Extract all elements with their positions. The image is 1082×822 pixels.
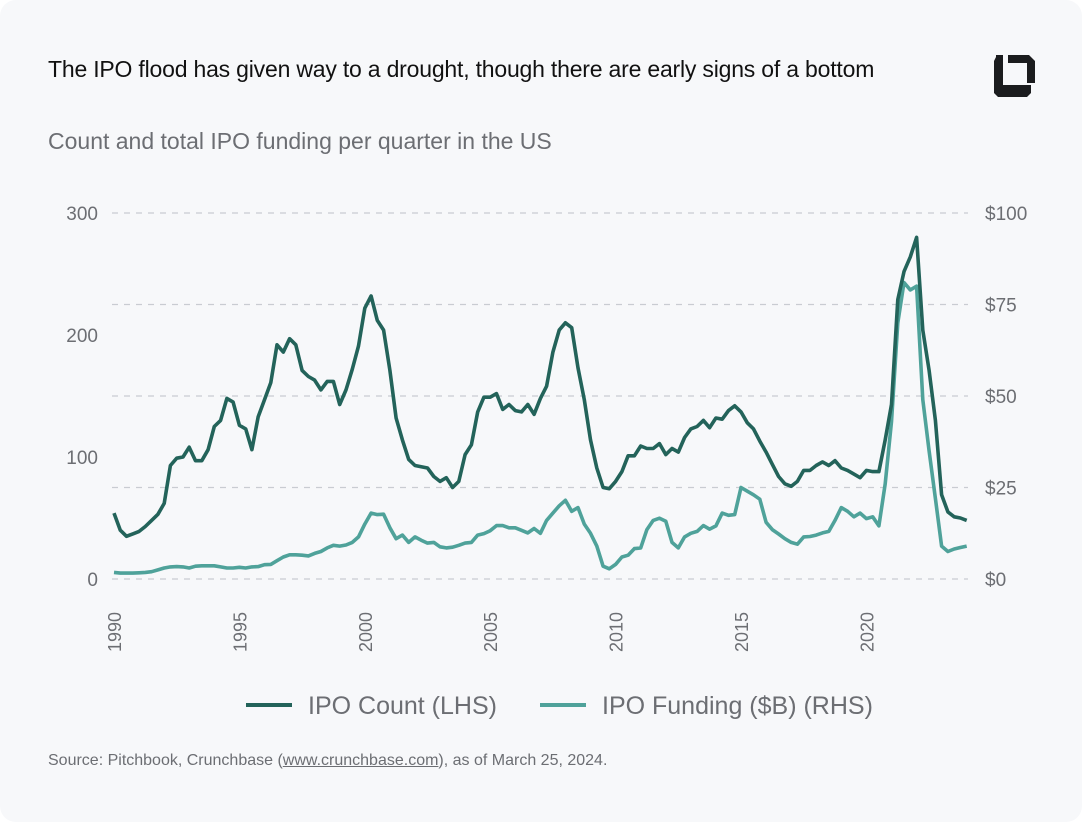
left-tick-label: 0: [87, 570, 98, 591]
right-tick-label: $75: [985, 296, 1017, 317]
left-tick-label: 300: [66, 204, 98, 225]
x-tick-label: 2020: [857, 612, 877, 652]
left-tick-label: 100: [66, 448, 98, 469]
legend-label-ipo-count: IPO Count (LHS): [308, 692, 497, 720]
x-tick-label: 2000: [356, 612, 376, 652]
left-tick-label: 200: [66, 326, 98, 347]
series-line-ipo-count: [112, 235, 968, 539]
x-tick-label: 2015: [732, 612, 752, 652]
right-tick-label: $0: [985, 570, 1006, 591]
right-tick-label: $25: [985, 479, 1017, 500]
chart-subtitle: Count and total IPO funding per quarter …: [48, 128, 552, 154]
source-link[interactable]: www.crunchbase.com: [282, 752, 439, 769]
right-tick-label: $50: [985, 387, 1017, 408]
crunchbase-logo-icon: [994, 55, 1035, 97]
source-note: Source: Pitchbook, Crunchbase (www.crunc…: [48, 752, 607, 770]
x-tick-label: 1990: [105, 612, 125, 652]
x-tick-label: 2010: [607, 612, 627, 652]
x-tick-label: 2005: [481, 612, 501, 652]
source-suffix: ), as of March 25, 2024.: [438, 752, 608, 769]
x-tick-label: 1995: [230, 612, 250, 652]
source-prefix: Source: Pitchbook, Crunchbase (: [48, 752, 283, 769]
legend-label-ipo-funding: IPO Funding ($B) (RHS): [602, 692, 873, 720]
right-tick-label: $100: [985, 204, 1027, 225]
series-line-ipo-funding: [113, 280, 968, 575]
chart-title: The IPO flood has given way to a drought…: [48, 56, 875, 82]
